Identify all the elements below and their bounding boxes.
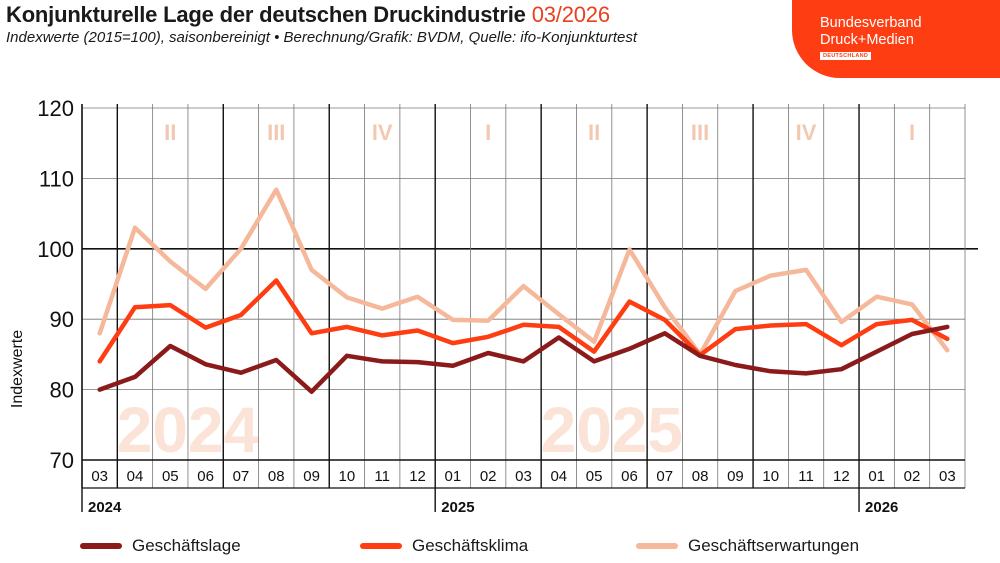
x-tick-label: 01 xyxy=(868,468,885,485)
x-tick-label: 12 xyxy=(409,468,426,485)
quarter-label: II xyxy=(588,120,600,145)
x-tick-label: 09 xyxy=(727,468,744,485)
title-date: 03/2026 xyxy=(531,2,610,27)
y-tick-label: 70 xyxy=(50,448,74,473)
x-tick-label: 05 xyxy=(162,468,179,485)
x-tick-label: 11 xyxy=(374,468,390,485)
legend-label-klima: Geschäftsklima xyxy=(412,536,529,555)
x-tick-label: 10 xyxy=(762,468,779,485)
x-tick-label: 03 xyxy=(939,468,956,485)
legend-swatch-klima xyxy=(360,543,402,549)
header: Konjunkturelle Lage der deutschen Drucki… xyxy=(6,2,637,46)
logo-line-2: Druck+Medien xyxy=(820,32,914,48)
bvdm-logo: Bundesverband Druck+Medien DEUTSCHLAND xyxy=(792,0,1000,78)
y-tick-label: 80 xyxy=(50,378,74,403)
quarter-label: IV xyxy=(796,120,817,145)
x-tick-label: 04 xyxy=(550,468,567,485)
quarter-label: III xyxy=(691,120,709,145)
x-tick-label: 07 xyxy=(233,468,250,485)
year-label: 2026 xyxy=(865,499,898,516)
quarter-label: IV xyxy=(372,120,393,145)
chart-subtitle: Indexwerte (2015=100), saisonbereinigt •… xyxy=(6,29,638,46)
x-tick-label: 05 xyxy=(586,468,603,485)
chart-legend: Geschäftslage Geschäftsklima Geschäftser… xyxy=(80,536,980,558)
legend-item-klima: Geschäftsklima xyxy=(360,536,528,556)
x-tick-label: 06 xyxy=(621,468,638,485)
series-line-erwartungen xyxy=(97,187,950,357)
title-text: Konjunkturelle Lage der deutschen Drucki… xyxy=(6,2,526,27)
y-tick-label: 90 xyxy=(50,307,74,332)
series-line-klima xyxy=(97,278,950,364)
x-tick-label: 02 xyxy=(480,468,497,485)
legend-item-lage: Geschäftslage xyxy=(80,536,241,556)
legend-swatch-lage xyxy=(80,543,122,549)
chart-title: Konjunkturelle Lage der deutschen Drucki… xyxy=(6,2,637,28)
series-line-lage xyxy=(97,324,950,394)
x-tick-label: 01 xyxy=(445,468,462,485)
x-tick-label: 04 xyxy=(127,468,144,485)
x-tick-label: 06 xyxy=(197,468,214,485)
logo-line-1: Bundesverband xyxy=(820,15,922,31)
legend-item-erwartungen: Geschäftserwartungen xyxy=(636,536,859,556)
legend-label-erwartungen: Geschäftserwartungen xyxy=(688,536,860,555)
logo-line-3: DEUTSCHLAND xyxy=(820,52,872,60)
x-tick-label: 12 xyxy=(833,468,850,485)
quarter-label: I xyxy=(485,120,491,145)
y-tick-label: 110 xyxy=(39,166,74,191)
year-label: 2025 xyxy=(441,499,474,516)
quarter-label: III xyxy=(267,120,285,145)
quarter-label: II xyxy=(164,120,176,145)
y-tick-label: 120 xyxy=(37,96,74,121)
x-tick-label: 08 xyxy=(268,468,285,485)
legend-label-lage: Geschäftslage xyxy=(132,536,241,555)
x-tick-label: 10 xyxy=(339,468,356,485)
x-tick-label: 09 xyxy=(303,468,320,485)
x-tick-label: 03 xyxy=(91,468,108,485)
x-tick-label: 02 xyxy=(904,468,921,485)
x-tick-label: 11 xyxy=(798,468,814,485)
y-axis-title: Indexwerte xyxy=(9,330,26,408)
quarter-label: I xyxy=(909,120,915,145)
year-label: 2024 xyxy=(88,499,122,516)
x-tick-label: 03 xyxy=(515,468,532,485)
y-tick-label: 100 xyxy=(37,237,74,262)
x-tick-label: 08 xyxy=(692,468,709,485)
x-tick-label: 07 xyxy=(656,468,673,485)
legend-swatch-erwartungen xyxy=(636,543,678,549)
